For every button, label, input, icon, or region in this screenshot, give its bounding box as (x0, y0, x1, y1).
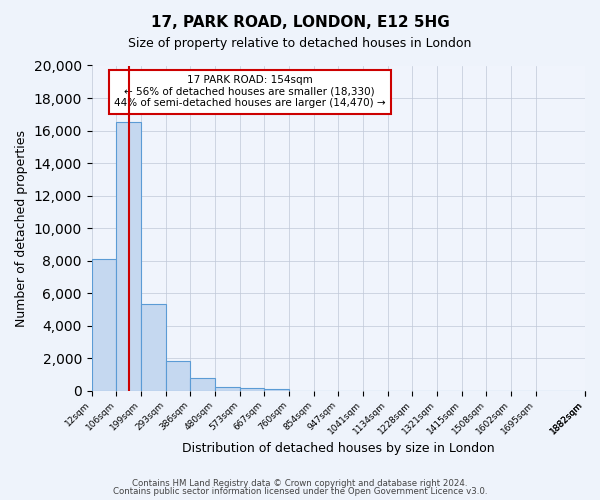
Bar (215, 386, 239, 390)
Bar (265, 389, 289, 390)
Text: 17 PARK ROAD: 154sqm
← 56% of detached houses are smaller (18,330)
44% of semi-d: 17 PARK ROAD: 154sqm ← 56% of detached h… (114, 76, 385, 108)
Y-axis label: Number of detached properties: Number of detached properties (15, 130, 28, 326)
Bar (166, 362, 190, 390)
X-axis label: Distribution of detached houses by size in London: Distribution of detached houses by size … (182, 442, 494, 455)
Text: Contains HM Land Registry data © Crown copyright and database right 2024.: Contains HM Land Registry data © Crown c… (132, 478, 468, 488)
Bar (190, 378, 215, 390)
Text: Contains public sector information licensed under the Open Government Licence v3: Contains public sector information licen… (113, 487, 487, 496)
Bar (239, 388, 265, 390)
Bar (141, 304, 166, 390)
Bar (116, 122, 141, 390)
Text: 17, PARK ROAD, LONDON, E12 5HG: 17, PARK ROAD, LONDON, E12 5HG (151, 15, 449, 30)
Bar (92, 259, 116, 390)
Text: Size of property relative to detached houses in London: Size of property relative to detached ho… (128, 38, 472, 51)
